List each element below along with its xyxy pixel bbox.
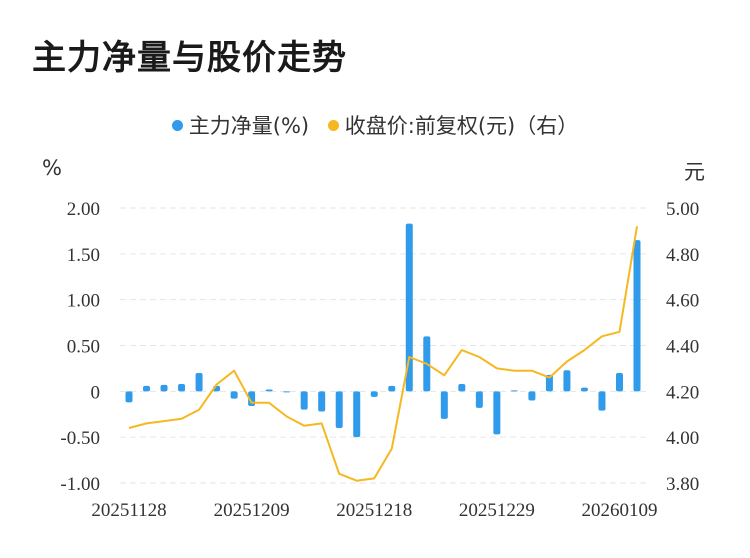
legend: 主力净量(%) 收盘价:前复权(元)（右） [0,110,750,140]
bar-series [125,223,641,438]
x-tick-label: 20251218 [336,500,412,521]
net-volume-bar [143,385,151,392]
net-volume-bar [230,391,238,399]
net-volume-bar [318,391,326,412]
x-axis-ticks: 20251128 20251209 20251218 20251229 20260109 [91,500,657,521]
net-volume-bar [440,391,448,419]
net-volume-bar [615,373,623,392]
net-volume-bar [633,240,641,392]
x-tick-label: 20251229 [459,500,535,521]
legend-label-close-price: 收盘价:前复权(元)（右） [344,114,579,138]
net-volume-bar [388,385,396,392]
left-tick-label: 1.50 [67,245,100,266]
right-tick-label: 5.00 [666,199,699,220]
net-volume-bar [125,391,133,403]
close-price-line [128,226,638,482]
net-volume-bar [510,390,518,392]
net-volume-bar [458,384,466,392]
legend-label-net-volume: 主力净量(%) [188,114,310,138]
legend-item-close-price[interactable]: 收盘价:前复权(元)（右） [327,110,579,140]
x-tick-label: 20260109 [581,500,657,521]
net-volume-bar [335,391,343,428]
right-tick-label: 4.80 [666,245,699,266]
net-volume-bar [265,389,273,392]
left-axis-ticks: 2.00 1.50 1.00 0.50 0 -0.50 -1.00 [60,199,100,495]
net-volume-bar [580,387,588,392]
line-series [128,226,638,482]
left-tick-label: 0.50 [67,337,100,358]
net-volume-bar [563,370,571,392]
net-volume-bar [405,223,413,392]
legend-dot-yellow-icon [327,119,339,131]
left-tick-label: 0 [91,382,101,403]
net-volume-bar [160,384,168,392]
x-tick-label: 20251209 [214,500,290,521]
net-volume-bar [475,391,483,408]
gridlines [120,207,648,484]
left-tick-label: 1.00 [67,291,100,312]
right-tick-label: 3.80 [666,474,699,495]
net-volume-bar [598,391,606,411]
right-tick-label: 4.40 [666,337,699,358]
right-axis-ticks: 5.00 4.80 4.60 4.40 4.20 4.00 3.80 [666,199,699,495]
legend-item-net-volume[interactable]: 主力净量(%) [171,110,310,140]
x-tick-label: 20251128 [91,500,166,521]
right-tick-label: 4.00 [666,428,699,449]
net-volume-bar [300,391,308,410]
left-axis-unit: % [42,156,62,180]
net-volume-bar [545,374,553,392]
left-tick-label: 2.00 [67,199,100,220]
right-axis-unit: 元 [684,160,705,184]
net-volume-bar [353,391,361,438]
chart-title: 主力净量与股价走势 [32,38,347,78]
right-tick-label: 4.60 [666,291,699,312]
net-volume-bar [370,391,378,397]
net-volume-bar [493,391,501,435]
legend-dot-blue-icon [171,119,183,131]
left-tick-label: -1.00 [60,474,100,495]
right-tick-label: 4.20 [666,382,699,403]
left-tick-label: -0.50 [60,428,100,449]
net-volume-bar [195,373,203,392]
net-volume-bar [178,384,186,392]
net-volume-bar [528,391,536,401]
net-volume-bar [283,391,291,393]
